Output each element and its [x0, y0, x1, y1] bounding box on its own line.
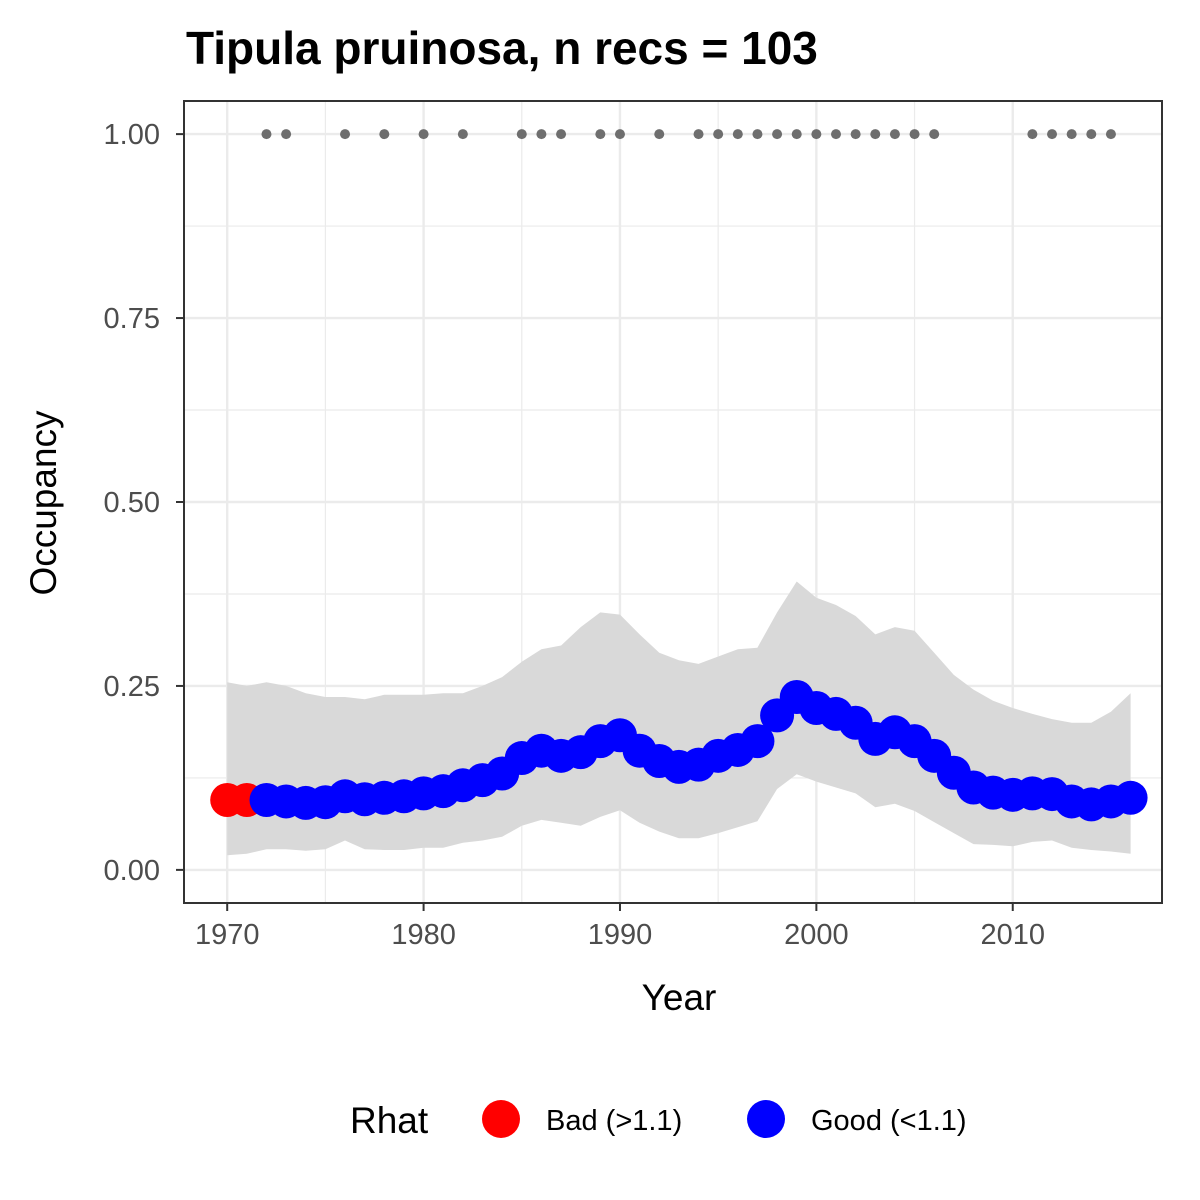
- record-point: [732, 129, 743, 140]
- x-axis-title: Year: [642, 977, 717, 1018]
- y-tick-label: 0.00: [104, 855, 160, 887]
- record-point: [929, 129, 940, 140]
- occupancy-point: [740, 724, 775, 759]
- legend: Rhat Bad (>1.1) Good (<1.1): [350, 1100, 967, 1141]
- record-point: [418, 129, 429, 140]
- legend-label-good: Good (<1.1): [811, 1105, 967, 1137]
- legend-label-bad: Bad (>1.1): [546, 1105, 682, 1137]
- record-point: [909, 129, 920, 140]
- record-point: [889, 129, 900, 140]
- occupancy-points-layer: [210, 679, 1148, 822]
- record-point: [1027, 129, 1038, 140]
- record-point: [1105, 129, 1116, 140]
- record-point: [261, 129, 272, 140]
- record-point: [281, 129, 292, 140]
- occupancy-point: [1113, 780, 1148, 815]
- x-tick-label: 1990: [588, 919, 653, 951]
- record-point: [654, 129, 665, 140]
- legend-key-good: [747, 1100, 785, 1138]
- record-point: [379, 129, 390, 140]
- axes-layer: 1970 1980 1990 2000 2010 0.00 0.25 0.50 0.75 1.00: [104, 119, 1045, 951]
- record-points-layer: [261, 129, 1116, 140]
- y-tick-label: 0.25: [104, 671, 160, 703]
- record-point: [340, 129, 351, 140]
- record-point: [752, 129, 763, 140]
- x-tick-label: 2000: [784, 919, 849, 951]
- record-point: [831, 129, 841, 140]
- record-point: [791, 129, 802, 140]
- record-point: [1086, 129, 1097, 140]
- chart-title: Tipula pruinosa, n recs = 103: [186, 22, 818, 74]
- record-point: [1047, 129, 1058, 140]
- y-tick-label: 0.50: [104, 487, 160, 519]
- record-point: [811, 129, 822, 140]
- record-point: [850, 129, 861, 140]
- y-axis-title: Occupancy: [23, 410, 64, 596]
- record-point: [516, 129, 527, 140]
- legend-key-bad: [482, 1100, 520, 1138]
- record-point: [713, 129, 724, 140]
- record-point: [457, 129, 468, 140]
- x-tick-label: 2010: [980, 919, 1045, 951]
- record-point: [693, 129, 704, 140]
- record-point: [536, 129, 547, 140]
- record-point: [1066, 129, 1077, 140]
- x-tick-label: 1970: [195, 919, 260, 951]
- record-point: [870, 129, 881, 140]
- record-point: [556, 129, 567, 140]
- record-point: [614, 129, 625, 140]
- legend-title: Rhat: [350, 1100, 429, 1141]
- y-tick-label: 0.75: [104, 303, 160, 335]
- record-point: [772, 129, 783, 140]
- x-tick-label: 1980: [391, 919, 456, 951]
- record-point: [595, 129, 606, 140]
- y-tick-label: 1.00: [104, 119, 160, 151]
